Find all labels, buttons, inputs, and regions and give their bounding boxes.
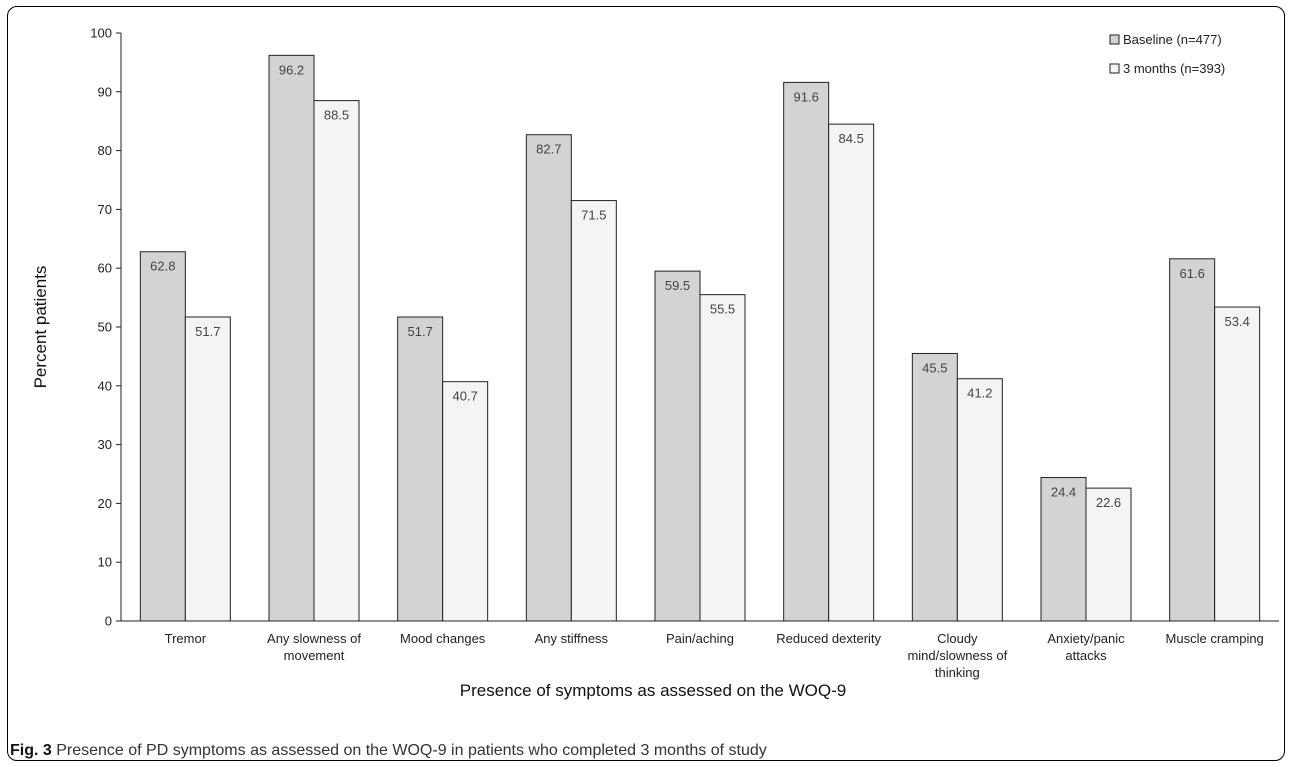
y-tick-label: 90: [98, 84, 112, 99]
bar-3-months: [443, 382, 488, 621]
x-category-label: Anxiety/panic: [1047, 631, 1125, 646]
y-tick-label: 60: [98, 261, 112, 276]
bar-baseline: [269, 55, 314, 621]
data-label: 24.4: [1051, 485, 1076, 500]
data-label: 62.8: [150, 259, 175, 274]
x-category-label: Mood changes: [400, 631, 486, 646]
figure-caption: Fig. 3 Presence of PD symptoms as assess…: [10, 742, 767, 760]
bar-3-months: [829, 124, 874, 621]
bar-3-months: [1215, 307, 1260, 621]
caption-text: Presence of PD symptoms as assessed on t…: [52, 742, 767, 759]
bar-3-months: [571, 201, 616, 621]
caption-label: Fig. 3: [10, 742, 52, 759]
bar-3-months: [314, 101, 359, 621]
y-tick-label: 70: [98, 202, 112, 217]
data-label: 59.5: [665, 278, 690, 293]
bar-baseline: [526, 135, 571, 621]
data-label: 96.2: [279, 62, 304, 77]
y-axis-title: Percent patients: [31, 266, 50, 389]
y-tick-label: 50: [98, 320, 112, 335]
data-label: 91.6: [794, 89, 819, 104]
bar-baseline: [912, 353, 957, 621]
y-tick-label: 20: [98, 496, 112, 511]
x-axis-title: Presence of symptoms as assessed on the …: [460, 681, 846, 700]
y-tick-label: 40: [98, 378, 112, 393]
data-label: 22.6: [1096, 495, 1121, 510]
bar-baseline: [398, 317, 443, 621]
y-tick-label: 30: [98, 437, 112, 452]
x-category-label: movement: [284, 648, 345, 663]
legend-label-baseline: Baseline (n=477): [1123, 32, 1222, 47]
legend-label-3-months: 3 months (n=393): [1123, 61, 1225, 76]
data-label: 82.7: [536, 142, 561, 157]
data-label: 51.7: [408, 324, 433, 339]
data-label: 88.5: [324, 108, 349, 123]
y-tick-label: 100: [90, 26, 112, 41]
bar-baseline: [140, 252, 185, 621]
y-tick-label: 80: [98, 143, 112, 158]
data-label: 55.5: [710, 302, 735, 317]
data-label: 40.7: [453, 389, 478, 404]
data-label: 71.5: [581, 208, 606, 223]
data-label: 53.4: [1225, 314, 1250, 329]
bar-3-months: [185, 317, 230, 621]
legend-swatch-baseline: [1110, 35, 1119, 44]
x-category-label: Any stiffness: [535, 631, 609, 646]
data-label: 61.6: [1180, 266, 1205, 281]
x-category-label: Muscle cramping: [1166, 631, 1264, 646]
bar-3-months: [957, 379, 1002, 621]
bar-chart: 0 10 20 30 40 50 60 70 80 90 100 62.8 51.7 Tremor 96.2…: [8, 7, 1285, 761]
bar-3-months: [700, 295, 745, 621]
legend-swatch-3-months: [1110, 64, 1119, 73]
x-category-label: mind/slowness of: [907, 648, 1007, 663]
bar-baseline: [655, 271, 700, 621]
x-category-label: thinking: [935, 665, 980, 680]
figure-frame: 0 10 20 30 40 50 60 70 80 90 100 62.8 51.7 Tremor 96.2…: [7, 6, 1285, 761]
y-tick-label: 10: [98, 555, 112, 570]
data-label: 41.2: [967, 386, 992, 401]
x-category-label: Cloudy: [937, 631, 978, 646]
y-tick-label: 0: [105, 614, 112, 629]
data-label: 84.5: [839, 131, 864, 146]
bar-baseline: [1170, 259, 1215, 621]
x-category-label: Pain/aching: [666, 631, 734, 646]
bar-baseline: [784, 82, 829, 621]
data-label: 51.7: [195, 324, 220, 339]
x-category-label: Tremor: [165, 631, 207, 646]
data-label: 45.5: [922, 360, 947, 375]
x-category-label: Reduced dexterity: [776, 631, 881, 646]
x-category-label: Any slowness of: [267, 631, 361, 646]
x-category-label: attacks: [1065, 648, 1107, 663]
